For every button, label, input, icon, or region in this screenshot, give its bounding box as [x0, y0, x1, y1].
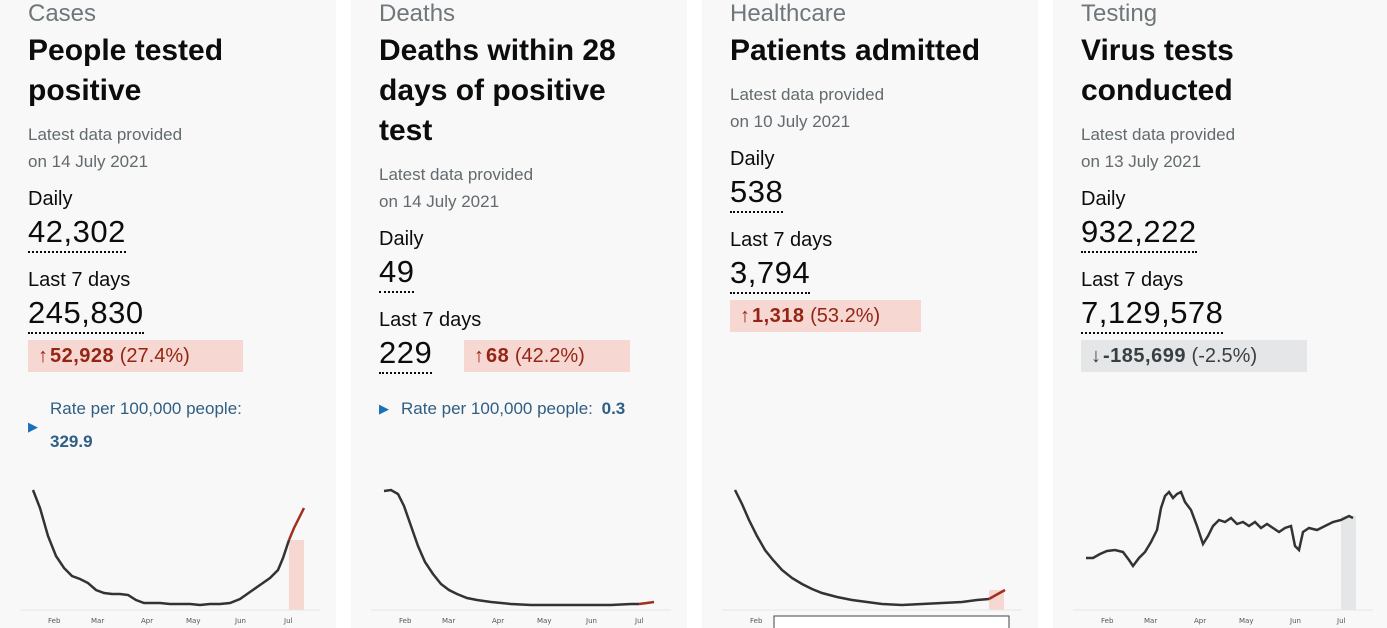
rate-value: 0.3 — [601, 399, 626, 418]
rate-details[interactable]: ▶ Rate per 100,000 people: 329.9 — [28, 392, 288, 458]
last-7-days-value[interactable]: 229 — [379, 335, 433, 374]
card-title[interactable]: Virus tests conducted — [1081, 34, 1234, 107]
change-value: 68 — [486, 345, 510, 367]
last-7-days-label: Last 7 days — [730, 229, 833, 251]
daily-label: Daily — [1081, 188, 1126, 210]
card-title[interactable]: Deaths within 28 days of positive test — [379, 34, 616, 147]
tick-label: Jun — [1289, 617, 1301, 625]
card-cases: Cases People tested positive Latest data… — [0, 0, 336, 628]
card-category: Healthcare — [730, 0, 847, 27]
latest-data-line1: Latest data provided — [1081, 125, 1236, 144]
rate-value: 329.9 — [50, 432, 93, 451]
latest-data-line2: on 13 July 2021 — [1081, 152, 1202, 171]
sparkline-line — [733, 489, 990, 607]
card-category: Deaths — [379, 0, 456, 27]
recent-highlight — [289, 540, 304, 610]
last-7-days-value[interactable]: 7,129,578 — [1081, 295, 1224, 334]
sparkline-recent — [988, 588, 1006, 601]
tick-label: Mar — [91, 617, 104, 625]
sparkline-chart: Feb Mar Apr May Jun Jul — [1073, 490, 1373, 625]
tick-label: Jul — [1336, 617, 1346, 625]
latest-data-line1: Latest data provided — [379, 165, 534, 184]
tick-label: Apr — [141, 617, 153, 625]
latest-data-line1: Latest data provided — [730, 85, 885, 104]
sparkline-chart: Feb Mar Apr May Jun Jul — [20, 489, 320, 625]
card-deaths: Deaths Deaths within 28 days of positive… — [351, 0, 687, 628]
recent-highlight — [989, 590, 1004, 610]
change-percent: (53.2%) — [810, 305, 881, 327]
tick-label: Feb — [48, 617, 61, 625]
sparkline-recent — [287, 507, 306, 541]
tick-label: May — [537, 617, 551, 625]
arrow-up-icon: ↑ — [474, 345, 484, 367]
tick-label: May — [1239, 617, 1253, 625]
change-percent: (27.4%) — [119, 345, 190, 367]
card-category: Cases — [28, 0, 97, 27]
latest-data-line2: on 10 July 2021 — [730, 112, 851, 131]
daily-value[interactable]: 49 — [379, 254, 415, 293]
card-category: Testing — [1081, 0, 1158, 27]
change-badge[interactable]: ↓ -185,699 (-2.5%) — [1081, 340, 1307, 372]
latest-data-line2: on 14 July 2021 — [28, 152, 149, 171]
tick-label: Feb — [399, 617, 412, 625]
card-healthcare: Healthcare Patients admitted Latest data… — [702, 0, 1038, 628]
rate-label: Rate per 100,000 people: — [401, 399, 593, 418]
rate-details[interactable]: ▶ Rate per 100,000 people: 0.3 — [379, 392, 679, 425]
tick-label: Jun — [585, 617, 597, 625]
sparkline-line — [31, 489, 291, 607]
tick-label: Jul — [283, 617, 293, 625]
sparkline-chart: Feb — [722, 489, 1022, 628]
rate-label: Rate per 100,000 people: — [50, 399, 242, 418]
sparkline-line — [1086, 490, 1354, 569]
disclosure-triangle-icon: ▶ — [379, 401, 389, 416]
tick-label: Feb — [1101, 617, 1114, 625]
change-badge[interactable]: ↑ 1,318 (53.2%) — [730, 300, 921, 332]
tick-label: Mar — [442, 617, 455, 625]
last-7-days-value[interactable]: 3,794 — [730, 255, 811, 294]
card-title[interactable]: Patients admitted — [730, 34, 981, 67]
change-value: 1,318 — [752, 305, 805, 327]
latest-data-line1: Latest data provided — [28, 125, 183, 144]
sparkline-chart: Feb Mar Apr May Jun Jul — [371, 488, 671, 625]
arrow-up-icon: ↑ — [38, 345, 48, 367]
daily-label: Daily — [28, 188, 73, 210]
arrow-up-icon: ↑ — [740, 305, 750, 327]
daily-value[interactable]: 932,222 — [1081, 214, 1197, 253]
change-badge[interactable]: ↑ 68 (42.2%) — [464, 340, 630, 372]
chart-tooltip — [773, 615, 1010, 628]
last-7-days-label: Last 7 days — [28, 269, 131, 291]
change-badge[interactable]: ↑ 52,928 (27.4%) — [28, 340, 243, 372]
card-testing: Testing Virus tests conducted Latest dat… — [1053, 0, 1387, 628]
tick-label: Apr — [1194, 617, 1206, 625]
last-7-days-value[interactable]: 245,830 — [28, 295, 144, 334]
daily-label: Daily — [730, 148, 775, 170]
daily-value[interactable]: 42,302 — [28, 214, 126, 253]
card-title[interactable]: People tested positive — [28, 34, 224, 107]
sparkline-recent — [638, 600, 655, 606]
disclosure-triangle-icon: ▶ — [28, 419, 38, 434]
tick-label: Jul — [634, 617, 644, 625]
latest-data-line2: on 14 July 2021 — [379, 192, 500, 211]
change-percent: (-2.5%) — [1191, 345, 1258, 367]
change-value: -185,699 — [1103, 345, 1186, 367]
tick-label: Apr — [492, 617, 504, 625]
recent-highlight — [1341, 516, 1356, 610]
tick-label: Mar — [1144, 617, 1157, 625]
tick-label: May — [186, 617, 200, 625]
tick-label: Feb — [750, 617, 763, 625]
change-value: 52,928 — [50, 345, 115, 367]
last-7-days-label: Last 7 days — [379, 309, 482, 331]
arrow-down-icon: ↓ — [1091, 345, 1101, 367]
tick-label: Jun — [234, 617, 246, 625]
daily-value[interactable]: 538 — [730, 174, 784, 213]
last-7-days-label: Last 7 days — [1081, 269, 1184, 291]
change-percent: (42.2%) — [514, 345, 585, 367]
daily-label: Daily — [379, 228, 424, 250]
sparkline-line — [383, 488, 639, 607]
